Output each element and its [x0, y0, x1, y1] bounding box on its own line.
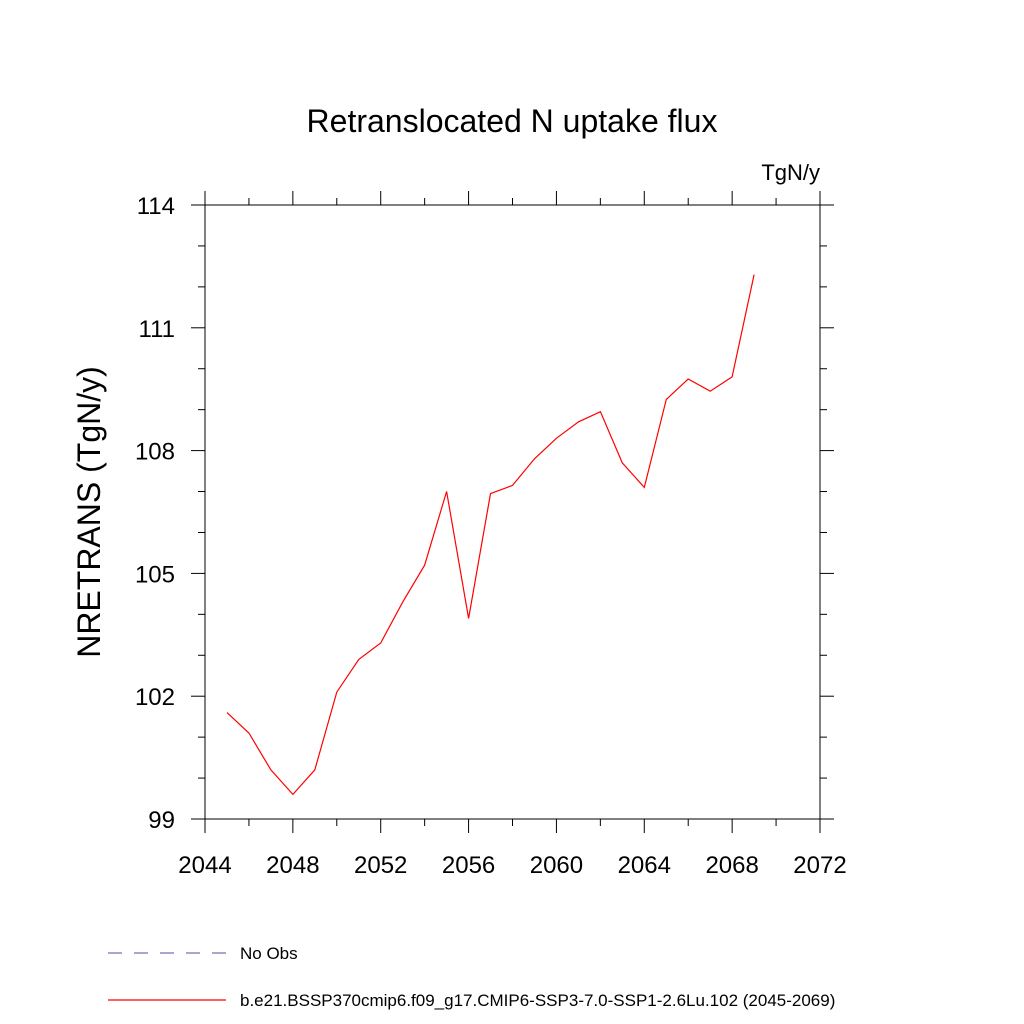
y-tick-label: 114 [137, 193, 175, 220]
y-tick-label: 99 [148, 807, 175, 834]
legend-label: No Obs [240, 944, 298, 963]
series-layer [226, 274, 755, 796]
y-tick-label: 108 [135, 439, 175, 466]
y-tick-label: 111 [139, 316, 175, 343]
x-tick-label: 2068 [705, 852, 758, 879]
x-tick-label: 2064 [618, 852, 671, 879]
plot-frame [204, 204, 821, 820]
x-tick-label: 2052 [354, 852, 407, 879]
units-label: TgN/y [761, 160, 820, 185]
x-tick-label: 2044 [178, 852, 231, 879]
y-tick-label: 105 [135, 561, 175, 588]
x-tick-label: 2048 [266, 852, 319, 879]
y-axis-label: NRETRANS (TgN/y) [71, 366, 107, 658]
chart-title: Retranslocated N uptake flux [307, 103, 718, 139]
legend-label: b.e21.BSSP370cmip6.f09_g17.CMIP6-SSP3-7.… [240, 991, 835, 1010]
y-tick-label: 102 [135, 684, 175, 711]
x-tick-label: 2060 [530, 852, 583, 879]
x-tick-label: 2072 [793, 852, 846, 879]
axis-ticks: 2044 2048 2052 2056 2060 2064 2068 2072 99 102 105… [135, 191, 847, 879]
series-line [226, 274, 755, 796]
x-tick-label: 2056 [442, 852, 495, 879]
legend: No Obs b.e21.BSSP370cmip6.f09_g17.CMIP6-S… [108, 944, 835, 1010]
